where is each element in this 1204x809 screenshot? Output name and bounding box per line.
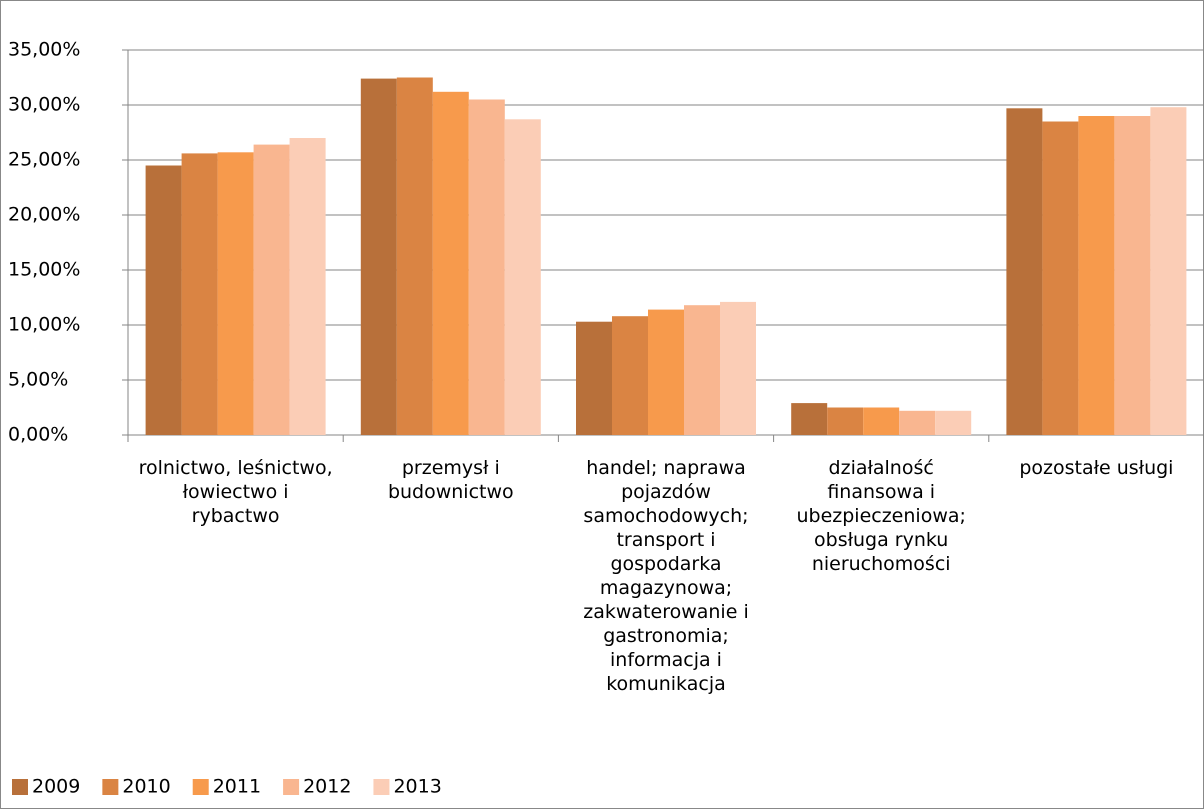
- x-tick-label: działalność finansowa i ubezpieczeniowa;…: [796, 457, 966, 575]
- bar: [217, 152, 254, 436]
- x-tick-label: przemysł i budownictwo: [387, 457, 514, 503]
- y-tick-label: 0,00%: [8, 424, 68, 446]
- bar: [791, 403, 828, 435]
- x-tick-label: handel; naprawa pojazdów samochodowych; …: [583, 457, 749, 695]
- y-tick-label: 30,00%: [8, 94, 80, 116]
- bar: [504, 119, 541, 436]
- legend-label: 2013: [393, 776, 441, 798]
- bar: [648, 309, 684, 435]
- x-tick-label: pozostałe usługi: [1019, 457, 1174, 479]
- bar: [1114, 116, 1151, 435]
- bar: [935, 410, 972, 435]
- legend-label: 2010: [122, 776, 170, 798]
- y-tick-label: 25,00%: [8, 149, 80, 171]
- bar: [720, 301, 756, 435]
- bar: [432, 91, 469, 436]
- bar: [468, 99, 505, 435]
- bar: [253, 144, 290, 435]
- legend-swatch: [373, 779, 390, 795]
- legend-swatch: [12, 779, 28, 795]
- bar: [360, 78, 397, 435]
- bar: [145, 165, 182, 435]
- y-tick-label: 35,00%: [8, 39, 80, 61]
- bar: [827, 407, 864, 435]
- legend-label: 2012: [303, 776, 351, 798]
- bar: [1078, 116, 1115, 435]
- x-tick-label: rolnictwo, leśnictwo, łowiectwo i rybact…: [138, 457, 333, 527]
- bar: [863, 407, 900, 435]
- bar: [289, 138, 326, 435]
- legend-swatch: [283, 779, 300, 795]
- bar: [684, 305, 720, 435]
- legend-label: 2011: [213, 776, 261, 798]
- y-tick-label: 20,00%: [8, 204, 80, 226]
- bar: [1150, 107, 1187, 435]
- bar: [396, 77, 433, 435]
- bar: [612, 316, 648, 435]
- y-tick-label: 15,00%: [8, 259, 80, 281]
- legend-swatch: [102, 779, 119, 795]
- bar: [576, 321, 612, 435]
- y-tick-label: 10,00%: [8, 314, 80, 336]
- bar: [899, 410, 936, 435]
- legend-swatch: [192, 779, 209, 795]
- bar: [1042, 121, 1079, 435]
- bar: [181, 153, 218, 435]
- y-tick-label: 5,00%: [8, 369, 68, 391]
- legend-label: 2009: [32, 776, 80, 798]
- bar: [1006, 108, 1043, 436]
